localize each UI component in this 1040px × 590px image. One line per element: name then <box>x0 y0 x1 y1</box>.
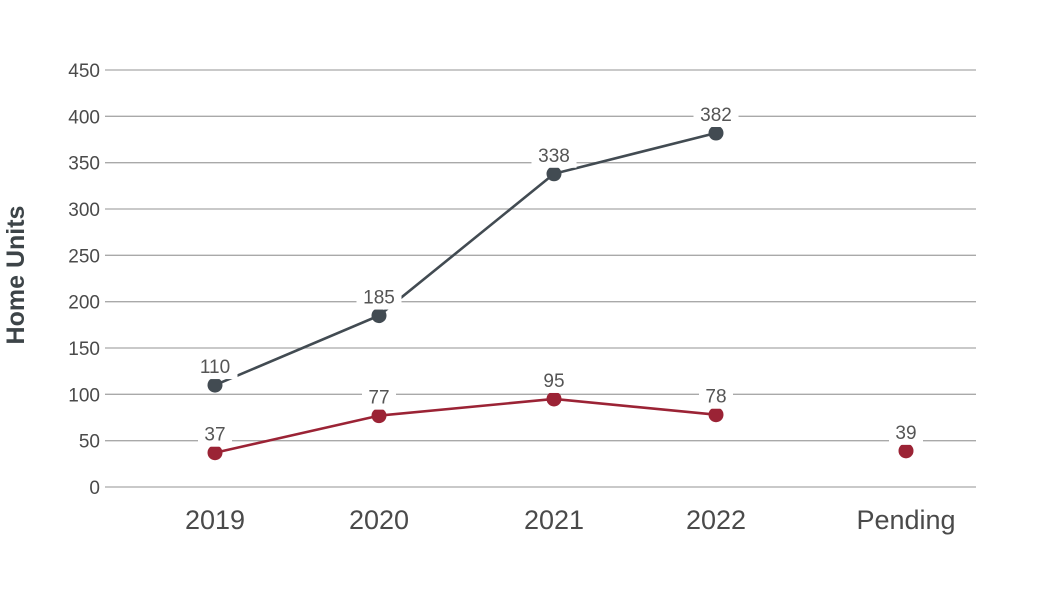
series-1 <box>207 125 724 393</box>
data-point <box>546 166 562 182</box>
data-point <box>898 443 914 459</box>
data-point <box>708 407 724 423</box>
data-label: 338 <box>538 146 570 167</box>
data-label: 382 <box>700 105 732 126</box>
x-tick-label: 2020 <box>349 505 409 535</box>
y-tick-label: 450 <box>68 61 100 82</box>
series <box>207 125 914 461</box>
series-2 <box>207 391 914 461</box>
data-point <box>371 408 387 424</box>
series-line <box>214 397 717 454</box>
y-tick-label: 100 <box>68 385 100 406</box>
data-label-bg <box>356 285 402 310</box>
y-axis-ticks: 0 50 100 150 200 250 300 350 400 450 <box>68 61 100 499</box>
series-line <box>214 131 717 387</box>
x-tick-label: 2021 <box>524 505 584 535</box>
y-tick-label: 300 <box>68 200 100 221</box>
x-tick-label: 2022 <box>686 505 746 535</box>
y-axis-title: Home Units <box>2 206 30 345</box>
y-tick-label: 250 <box>68 246 100 267</box>
data-label-bg <box>192 355 238 380</box>
data-point <box>546 391 562 407</box>
gridlines <box>105 69 976 488</box>
data-point <box>371 308 387 324</box>
y-tick-label: 50 <box>79 432 100 453</box>
data-label-bg <box>198 422 232 447</box>
data-label: 37 <box>204 425 225 446</box>
data-point <box>207 377 223 393</box>
y-tick-label: 400 <box>68 107 100 128</box>
data-label: 185 <box>363 288 395 309</box>
y-tick-label: 150 <box>68 339 100 360</box>
x-tick-label: Pending <box>856 505 955 535</box>
data-label-bg <box>693 103 739 128</box>
data-point <box>207 445 223 461</box>
data-label: 95 <box>543 371 564 392</box>
data-label: 110 <box>200 357 230 378</box>
data-label-bg <box>362 385 396 410</box>
data-label: 77 <box>368 388 389 409</box>
y-tick-label: 350 <box>68 154 100 175</box>
data-point <box>708 125 724 141</box>
x-tick-label: 2019 <box>185 505 245 535</box>
data-label: 78 <box>705 387 726 408</box>
data-label: 39 <box>895 423 916 444</box>
data-label-bg <box>531 143 577 168</box>
data-labels: 110 185 338 382 37 77 95 78 39 <box>192 103 923 447</box>
y-tick-label: 0 <box>89 478 100 499</box>
data-label-bg <box>699 384 733 409</box>
x-axis-ticks: 2019 2020 2021 2022 Pending <box>185 505 956 535</box>
data-label-bg <box>889 420 923 445</box>
y-tick-label: 200 <box>68 293 100 314</box>
data-label-bg <box>537 368 571 393</box>
